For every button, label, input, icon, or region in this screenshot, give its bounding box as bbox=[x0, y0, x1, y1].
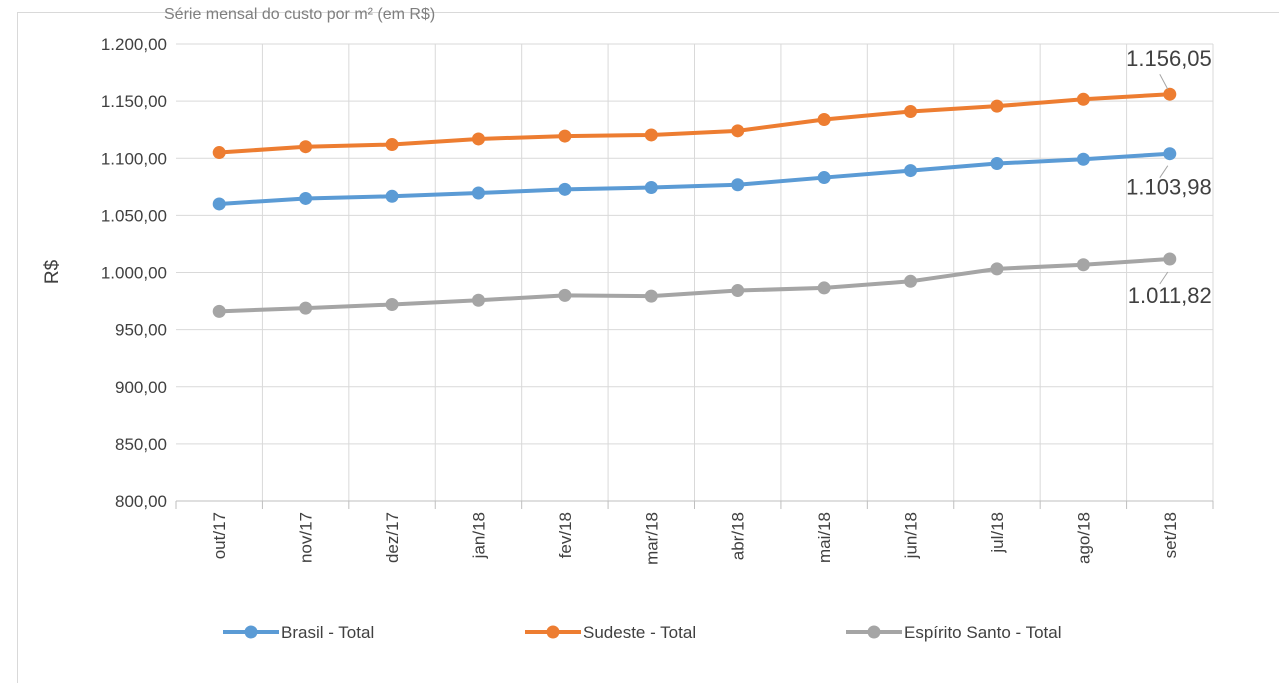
data-point bbox=[1076, 258, 1090, 272]
series-line bbox=[217, 151, 1172, 206]
legend: Brasil - Total Sudeste - Total Espírito Sa… bbox=[223, 623, 1062, 642]
legend-swatch-marker bbox=[546, 625, 560, 639]
data-point bbox=[385, 138, 399, 152]
y-tick-label: 1.000,00 bbox=[101, 264, 167, 283]
data-point bbox=[1163, 252, 1177, 266]
data-point bbox=[904, 274, 918, 288]
data-point bbox=[644, 128, 658, 142]
gridlines bbox=[176, 43, 1214, 501]
legend-swatch-marker bbox=[867, 625, 881, 639]
y-tick-label: 850,00 bbox=[115, 435, 167, 454]
data-point bbox=[731, 178, 745, 192]
data-point bbox=[904, 105, 918, 119]
series-line bbox=[217, 92, 1172, 155]
x-tick-label: fev/18 bbox=[556, 512, 575, 558]
data-point bbox=[212, 304, 226, 318]
y-tick-label: 800,00 bbox=[115, 492, 167, 511]
legend-label: Sudeste - Total bbox=[583, 623, 696, 642]
data-label: 1.011,82 bbox=[1128, 283, 1212, 308]
data-point bbox=[1163, 87, 1177, 101]
x-tick-label: out/17 bbox=[210, 512, 229, 559]
data-point bbox=[558, 288, 572, 302]
data-point bbox=[471, 293, 485, 307]
x-tick-label: jul/18 bbox=[988, 512, 1007, 554]
data-point bbox=[644, 289, 658, 303]
data-point bbox=[1076, 152, 1090, 166]
data-point bbox=[817, 281, 831, 295]
data-point bbox=[817, 171, 831, 185]
data-point bbox=[904, 164, 918, 178]
y-tick-label: 900,00 bbox=[115, 378, 167, 397]
data-point bbox=[817, 113, 831, 127]
x-tick-label: abr/18 bbox=[729, 512, 748, 560]
legend-label: Espírito Santo - Total bbox=[904, 623, 1062, 642]
data-point bbox=[990, 157, 1004, 171]
x-tick-label: ago/18 bbox=[1074, 512, 1093, 564]
x-tick-label: jan/18 bbox=[469, 512, 488, 559]
y-tick-label: 1.100,00 bbox=[101, 149, 167, 168]
legend-swatch-marker bbox=[244, 625, 258, 639]
data-label-leader bbox=[1159, 271, 1169, 285]
data-point bbox=[990, 99, 1004, 113]
chart-title: Série mensal do custo por m² (em R$) bbox=[164, 6, 436, 23]
x-tick-label: dez/17 bbox=[383, 512, 402, 563]
y-tick-label: 1.050,00 bbox=[101, 206, 167, 225]
series-lines bbox=[212, 87, 1177, 318]
data-point bbox=[731, 124, 745, 138]
data-point bbox=[558, 129, 572, 143]
data-point bbox=[990, 262, 1004, 276]
x-tick-label: set/18 bbox=[1161, 512, 1180, 558]
x-tick-label: nov/17 bbox=[297, 512, 316, 563]
data-point bbox=[299, 140, 313, 154]
data-label-leader bbox=[1159, 73, 1169, 90]
data-point bbox=[212, 197, 226, 211]
data-point bbox=[644, 180, 658, 194]
data-point bbox=[731, 284, 745, 298]
y-axis-label: R$ bbox=[42, 259, 63, 284]
data-point bbox=[558, 182, 572, 196]
chart-frame: Série mensal do custo por m² (em R$) bbox=[17, 6, 1279, 683]
x-tick-label: mai/18 bbox=[815, 512, 834, 563]
data-point bbox=[1163, 147, 1177, 161]
legend-label: Brasil - Total bbox=[281, 623, 374, 642]
data-point bbox=[1076, 92, 1090, 106]
data-point bbox=[385, 189, 399, 203]
data-point bbox=[471, 186, 485, 200]
x-tick-label: jun/18 bbox=[902, 512, 921, 559]
data-point bbox=[299, 301, 313, 315]
data-point bbox=[385, 297, 399, 311]
data-point bbox=[212, 146, 226, 160]
series-line bbox=[217, 256, 1172, 314]
data-point bbox=[471, 132, 485, 146]
data-labels: 1.156,05 1.103,98 1.011,82 bbox=[1126, 46, 1212, 308]
data-point bbox=[299, 191, 313, 205]
data-label: 1.156,05 bbox=[1126, 46, 1212, 71]
x-tick-label: mar/18 bbox=[642, 512, 661, 565]
y-tick-label: 950,00 bbox=[115, 321, 167, 340]
data-label: 1.103,98 bbox=[1126, 175, 1212, 200]
data-label-leader bbox=[1159, 165, 1169, 178]
axes: 800,00 850,00 900,00 950,00 1.000,00 1.050,00… bbox=[101, 35, 1214, 565]
y-tick-label: 1.200,00 bbox=[101, 35, 167, 54]
y-tick-label: 1.150,00 bbox=[101, 92, 167, 111]
